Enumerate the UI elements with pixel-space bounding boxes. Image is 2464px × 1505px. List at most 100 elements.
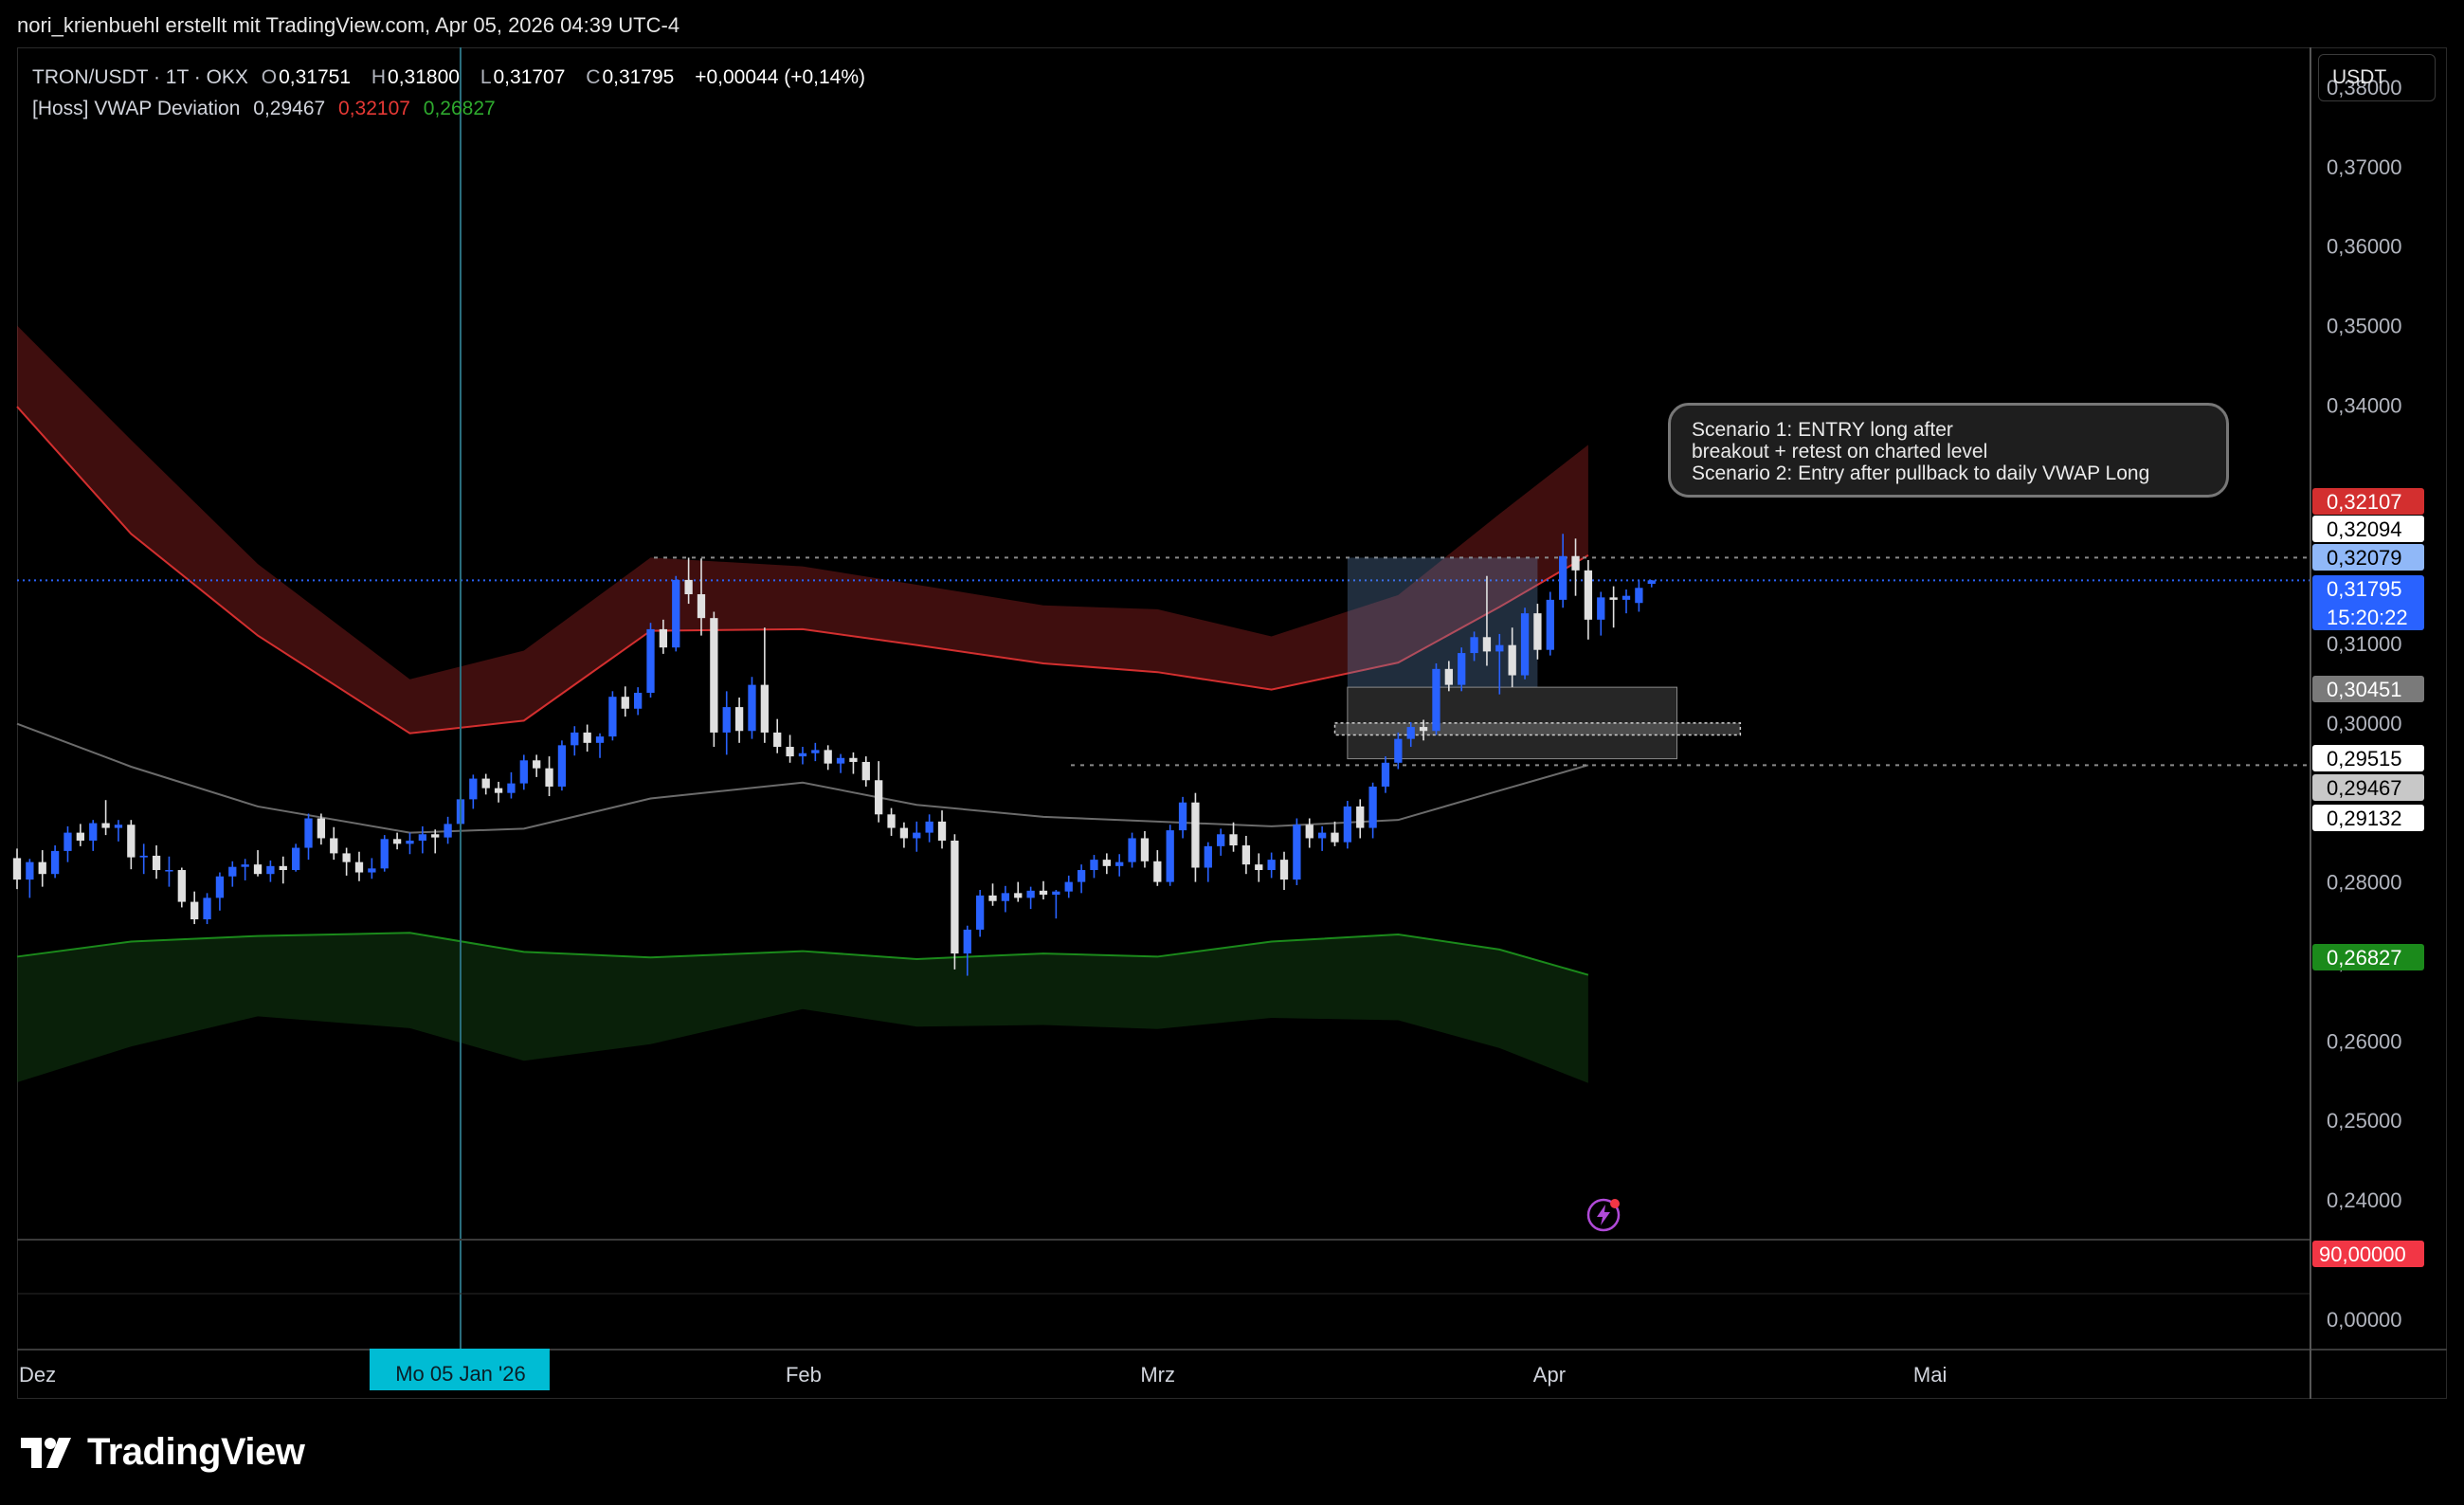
candle-body bbox=[1559, 555, 1567, 600]
candle-body bbox=[786, 747, 794, 757]
candle-body bbox=[304, 818, 313, 848]
candle-body bbox=[1432, 668, 1440, 732]
price-tick-label: 0,24000 bbox=[2327, 1188, 2402, 1212]
callout-line-2: breakout + retest on charted level bbox=[1692, 441, 1988, 462]
candle-body bbox=[1052, 891, 1060, 896]
candle-body bbox=[1064, 881, 1073, 892]
price-tag-label: 0,32079 bbox=[2327, 546, 2402, 570]
candle-body bbox=[571, 732, 579, 746]
candle-body bbox=[1584, 570, 1593, 620]
candle-body bbox=[1470, 637, 1478, 654]
candle-body bbox=[406, 840, 414, 844]
chart-structure bbox=[17, 47, 2447, 1399]
candle-body bbox=[203, 898, 211, 920]
candle-body bbox=[481, 778, 490, 789]
lightning-icon[interactable] bbox=[1585, 1196, 1622, 1234]
price-tag-label: 0,29132 bbox=[2327, 807, 2402, 830]
time-axis: Dez Feb Mrz Apr Mai Mo 05 Jan '26 bbox=[19, 1349, 1947, 1390]
indicator-name[interactable]: [Hoss] VWAP Deviation bbox=[32, 98, 241, 119]
candle-body bbox=[101, 823, 110, 828]
candle-body bbox=[190, 901, 199, 920]
currency-unit-button[interactable]: USDT bbox=[2318, 54, 2436, 101]
candle-body bbox=[583, 732, 591, 743]
candle-body bbox=[722, 707, 731, 733]
candle-body bbox=[1204, 845, 1212, 868]
oscillator-tag-label: 90,00000 bbox=[2319, 1242, 2406, 1266]
tradingview-logo[interactable]: TradingView bbox=[21, 1431, 305, 1474]
price-tick-label: 0,30000 bbox=[2327, 712, 2402, 735]
candle-body bbox=[1255, 864, 1263, 871]
crosshair-date-label: Mo 05 Jan '26 bbox=[395, 1362, 526, 1386]
retest-zone bbox=[1333, 722, 1742, 736]
candle-body bbox=[1217, 834, 1225, 846]
candle-body bbox=[215, 876, 225, 898]
price-tag-box bbox=[2312, 676, 2424, 702]
candle-body bbox=[557, 745, 567, 787]
candle-body bbox=[1508, 644, 1516, 676]
time-tick-label: Mai bbox=[1913, 1363, 1947, 1387]
price-tag-label: 0,26827 bbox=[2327, 946, 2402, 970]
candle-body bbox=[1305, 825, 1314, 839]
candle-body bbox=[659, 628, 668, 648]
candle-body bbox=[1153, 861, 1162, 882]
candle-body bbox=[114, 825, 123, 828]
candle-body bbox=[330, 838, 338, 854]
candle-body bbox=[734, 707, 744, 732]
price-tags: 0,32107 0,32094 0,32079 0,31795 15:20:22 0,30… bbox=[2312, 488, 2424, 1267]
price-tag-box bbox=[2312, 544, 2424, 571]
candle-body bbox=[380, 839, 389, 869]
candle-body bbox=[1241, 845, 1251, 865]
indicator-upper-value: 0,32107 bbox=[338, 98, 410, 119]
scenario-callout[interactable]: Scenario 1: ENTRY long after breakout + … bbox=[1668, 403, 2229, 498]
brand-name: TradingView bbox=[87, 1431, 305, 1473]
candle-body bbox=[1635, 588, 1643, 604]
candle-body bbox=[1597, 597, 1605, 620]
symbol-name[interactable]: TRON/USDT · 1T · OKX bbox=[32, 66, 248, 88]
time-tick-label: Mrz bbox=[1140, 1363, 1175, 1387]
oscillator-tick-label: 0,00000 bbox=[2327, 1308, 2402, 1332]
price-axis: 0,38000 0,37000 0,36000 0,35000 0,34000 0,310… bbox=[2327, 76, 2402, 1332]
candle-body bbox=[849, 757, 858, 762]
candle-body bbox=[368, 868, 376, 873]
price-tick-label: 0,37000 bbox=[2327, 155, 2402, 179]
candle-body bbox=[317, 818, 326, 839]
candle-body bbox=[836, 757, 845, 764]
candle-body bbox=[1444, 668, 1453, 685]
price-tag-box bbox=[2312, 488, 2424, 515]
candle-body bbox=[1356, 806, 1365, 828]
candle-body bbox=[1394, 738, 1403, 763]
candle-body bbox=[937, 821, 947, 841]
price-tag-box bbox=[2312, 516, 2424, 542]
candle-body bbox=[1115, 861, 1124, 866]
candle-body bbox=[139, 855, 148, 858]
candle-body bbox=[228, 866, 237, 877]
candle-body bbox=[1001, 893, 1010, 901]
price-tick-label: 0,36000 bbox=[2327, 235, 2402, 259]
candle-body bbox=[861, 761, 870, 781]
vwap-line bbox=[16, 722, 1589, 834]
candle-body bbox=[1609, 597, 1618, 600]
candles bbox=[12, 534, 1656, 976]
candle-body bbox=[1622, 595, 1631, 600]
candle-body bbox=[1381, 762, 1390, 787]
candle-body bbox=[444, 824, 452, 838]
ohlc-low: L0,31707 bbox=[480, 66, 566, 88]
candle-body bbox=[1279, 860, 1289, 880]
candle-body bbox=[672, 579, 680, 648]
candle-body bbox=[266, 865, 275, 875]
vwap-deviation-bands bbox=[16, 325, 1589, 1083]
candle-body bbox=[697, 594, 706, 619]
candle-body bbox=[507, 783, 516, 793]
candle-body bbox=[1520, 613, 1530, 676]
candle-body bbox=[177, 870, 186, 902]
candle-body bbox=[1191, 802, 1200, 868]
lower-deviation-band-line bbox=[16, 932, 1589, 976]
candle-body bbox=[760, 684, 769, 733]
price-tag-box bbox=[2312, 745, 2424, 771]
candle-body bbox=[431, 834, 440, 838]
attribution-header: nori_krienbuehl erstellt mit TradingView… bbox=[17, 13, 680, 37]
candle-body bbox=[1343, 806, 1352, 843]
oscillator-tag-box bbox=[2312, 1241, 2424, 1267]
candle-body bbox=[824, 750, 832, 764]
